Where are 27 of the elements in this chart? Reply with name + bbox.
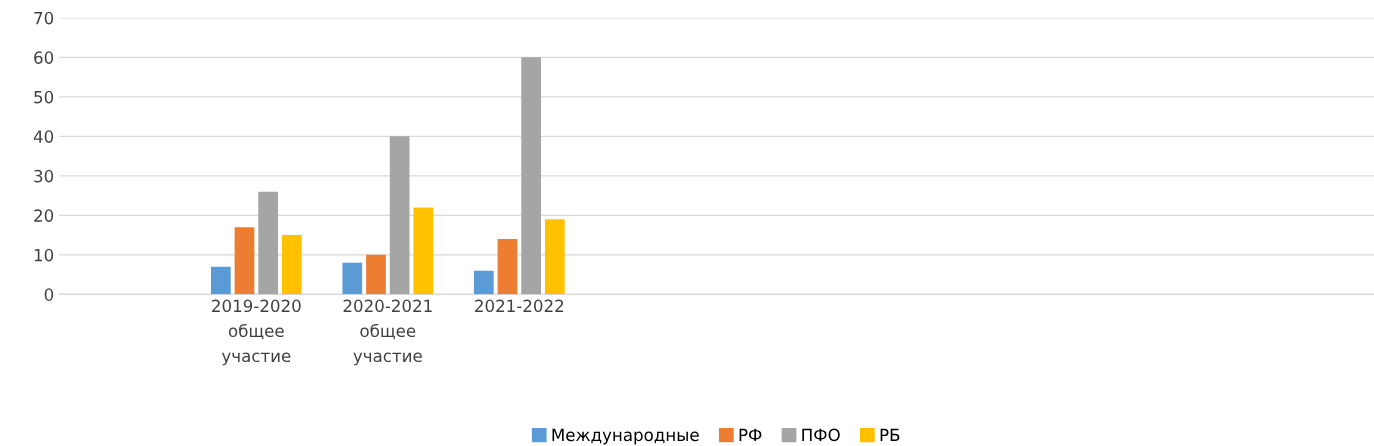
bar <box>497 239 518 295</box>
bar <box>473 270 494 295</box>
bar <box>342 262 363 295</box>
y-tick-label: 0 <box>44 288 54 301</box>
y-tick-label: 20 <box>34 209 54 222</box>
y-tick-label: 50 <box>34 90 54 104</box>
y-tick-label: 60 <box>34 51 54 64</box>
legend-label: РФ <box>739 428 762 441</box>
x-tick-label: 2021-2022 <box>475 299 564 313</box>
bar <box>210 266 231 295</box>
y-tick-label: 70 <box>34 11 54 25</box>
bar <box>521 57 541 295</box>
x-tick-label: 2020-2021 общее участие <box>343 299 432 366</box>
bar <box>366 254 386 295</box>
bar <box>258 191 279 295</box>
y-tick-label: 10 <box>34 248 54 262</box>
bar <box>413 207 434 295</box>
x-tick-label: 2019-2020 общее участие <box>212 299 301 366</box>
legend-label: РБ <box>880 428 900 441</box>
bar <box>281 235 302 295</box>
legend-label: ПФО <box>802 428 840 442</box>
bar <box>544 219 565 295</box>
y-tick-label: 40 <box>33 130 54 143</box>
y-tick-label: 30 <box>34 169 54 183</box>
bar <box>389 136 410 295</box>
bar <box>234 227 255 295</box>
legend-label: Международные <box>552 428 699 445</box>
